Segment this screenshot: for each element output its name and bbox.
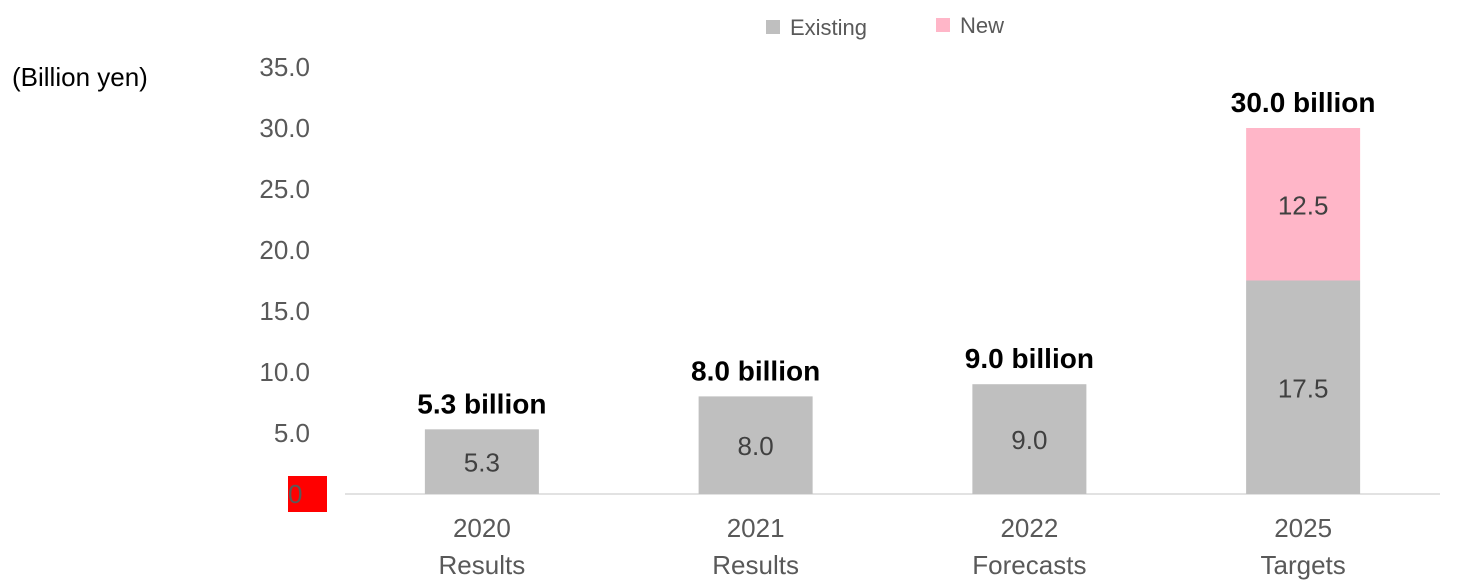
bar-value-label: 12.5 xyxy=(1278,190,1329,220)
y-tick-label: 15.0 xyxy=(259,296,310,326)
bar-total-label: 9.0 billion xyxy=(965,343,1094,374)
bar-segment xyxy=(972,384,1087,494)
y-tick-label: 5.0 xyxy=(274,418,310,448)
x-axis-labels: 2020 Results 2021 Results 2022 Forecasts 2025 T… xyxy=(439,513,1346,580)
x-category-year: 2025 xyxy=(1274,513,1332,543)
y-axis-ticks: 0 5.0 10.0 15.0 20.0 25.0 30.0 35.0 xyxy=(259,52,327,512)
bar-segment xyxy=(424,429,539,494)
bar-value-label: 5.3 xyxy=(464,448,500,478)
bar-segment xyxy=(1246,128,1361,281)
bar-value-label: 17.5 xyxy=(1278,373,1329,403)
x-category-kind: Targets xyxy=(1260,550,1345,580)
bar-total-label: 8.0 billion xyxy=(691,355,820,386)
bar-segment xyxy=(698,396,813,494)
y-tick-label: 25.0 xyxy=(259,174,310,204)
y-tick-label: 0 xyxy=(288,479,302,509)
y-axis-unit-label: (Billion yen) xyxy=(12,62,148,92)
y-tick-label: 35.0 xyxy=(259,52,310,82)
legend-swatch xyxy=(936,18,950,32)
y-tick-label: 10.0 xyxy=(259,357,310,387)
x-category-kind: Results xyxy=(439,550,526,580)
y-tick-label: 20.0 xyxy=(259,235,310,265)
x-category-kind: Forecasts xyxy=(972,550,1086,580)
legend-entry: New xyxy=(960,13,1004,38)
bar-value-label: 8.0 xyxy=(738,431,774,461)
x-category-kind: Results xyxy=(712,550,799,580)
legend-swatch xyxy=(766,20,780,34)
bar-segment xyxy=(1246,280,1361,494)
bar-value-label: 9.0 xyxy=(1011,425,1047,455)
x-category-year: 2020 xyxy=(453,513,511,543)
x-category-year: 2022 xyxy=(1000,513,1058,543)
x-category-year: 2021 xyxy=(727,513,785,543)
y-tick-label: 30.0 xyxy=(259,113,310,143)
bars: 5.3 5.3 billion 8.0 8.0 billion 9.0 9.0 billi… xyxy=(417,87,1375,494)
legend: Existing New xyxy=(766,13,1004,40)
legend-entry: Existing xyxy=(790,15,867,40)
bar-total-label: 30.0 billion xyxy=(1231,87,1376,118)
bar-total-label: 5.3 billion xyxy=(417,388,546,419)
y-tick-zero-highlight xyxy=(288,476,327,512)
